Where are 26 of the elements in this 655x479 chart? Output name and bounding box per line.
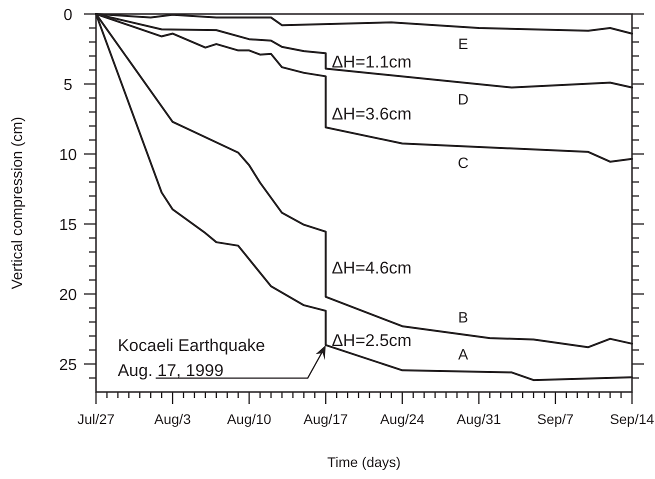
annotation: Kocaeli Earthquake Aug. 17, 1999 — [118, 336, 266, 380]
x-tick-label: Jul/27 — [77, 411, 115, 427]
annotation: ΔH=1.1cm — [332, 52, 412, 72]
x-tick-label: Sep/7 — [537, 411, 574, 427]
x-tick-label: Aug/31 — [456, 411, 502, 427]
series-label: D — [458, 92, 469, 109]
x-tick-label: Sep/14 — [610, 411, 654, 427]
annotation: ΔH=3.6cm — [332, 104, 412, 124]
annotation: ΔH=2.5cm — [332, 331, 412, 350]
y-tick-label: 25 — [59, 357, 77, 374]
series-label: E — [458, 36, 468, 53]
y-axis-title: Vertical compression (cm) — [9, 116, 26, 290]
y-tick-label: 5 — [64, 77, 73, 94]
series-label: A — [458, 346, 468, 364]
series-label: B — [458, 309, 468, 326]
x-tick-label: Aug/3 — [154, 411, 192, 427]
y-tick-label: 0 — [64, 7, 73, 24]
y-tick-label: 10 — [59, 147, 77, 164]
x-tick-label: Aug/17 — [304, 411, 348, 427]
x-tick-label: Aug/10 — [226, 411, 272, 427]
y-tick-label: 20 — [59, 287, 77, 304]
annotation: ΔH=4.6cm — [332, 258, 412, 278]
x-axis-title: Time (days) — [327, 454, 401, 470]
y-tick-label: 15 — [59, 217, 77, 234]
x-tick-label: Aug/24 — [380, 411, 425, 427]
series-label: C — [458, 155, 469, 172]
